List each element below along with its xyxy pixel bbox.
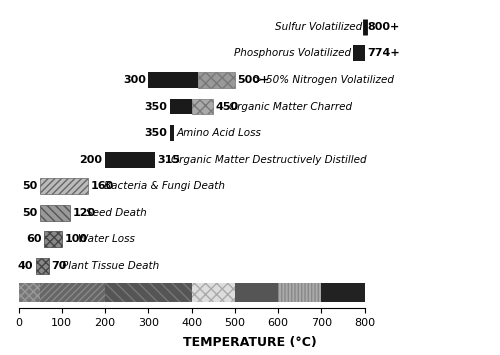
Bar — [192, 283, 235, 302]
Text: Amino Acid Loss: Amino Acid Loss — [177, 128, 262, 138]
Text: 450: 450 — [216, 102, 239, 111]
Text: Phosphorus Volatilized: Phosphorus Volatilized — [234, 48, 351, 58]
Text: Seed Death: Seed Death — [86, 208, 147, 218]
Text: 350: 350 — [144, 102, 168, 111]
Text: 800+: 800+ — [367, 22, 400, 32]
Bar — [170, 125, 174, 141]
Text: 120: 120 — [73, 208, 96, 218]
Text: Water Loss: Water Loss — [78, 234, 134, 244]
Text: Organic Matter Destructively Distilled: Organic Matter Destructively Distilled — [171, 155, 366, 165]
Text: 40: 40 — [18, 261, 33, 271]
Text: Bacteria & Fungi Death: Bacteria & Fungi Death — [104, 181, 225, 191]
Bar — [105, 152, 155, 168]
Bar — [44, 231, 62, 247]
Bar — [192, 99, 213, 114]
Text: Sulfur Volatilized: Sulfur Volatilized — [275, 22, 362, 32]
Bar — [36, 258, 49, 274]
Text: Plant Tissue Death: Plant Tissue Death — [62, 261, 159, 271]
Text: 350: 350 — [144, 128, 168, 138]
Text: 70: 70 — [52, 261, 67, 271]
Bar — [18, 283, 364, 302]
Bar — [322, 283, 364, 302]
Text: 200: 200 — [80, 155, 102, 165]
Text: 100: 100 — [64, 234, 88, 244]
X-axis label: TEMPERATURE (°C): TEMPERATURE (°C) — [183, 337, 317, 349]
Bar — [40, 283, 105, 302]
Bar — [18, 283, 40, 302]
Text: 315: 315 — [158, 155, 180, 165]
Text: 50: 50 — [22, 208, 38, 218]
Bar — [170, 99, 192, 114]
Bar — [278, 283, 322, 302]
Text: 774+: 774+ — [367, 48, 400, 58]
Bar — [148, 72, 198, 88]
Text: > 50% Nitrogen Volatilized: > 50% Nitrogen Volatilized — [254, 75, 394, 85]
Text: Organic Matter Charred: Organic Matter Charred — [229, 102, 352, 111]
Bar — [235, 283, 278, 302]
Bar — [105, 283, 192, 302]
Bar — [198, 72, 235, 88]
Text: 60: 60 — [26, 234, 42, 244]
Text: 160: 160 — [90, 181, 114, 191]
Bar — [40, 178, 88, 194]
Text: 500+: 500+ — [238, 75, 270, 85]
Text: 300: 300 — [123, 75, 146, 85]
Bar — [354, 45, 364, 61]
Bar — [40, 205, 70, 221]
Text: 50: 50 — [22, 181, 38, 191]
